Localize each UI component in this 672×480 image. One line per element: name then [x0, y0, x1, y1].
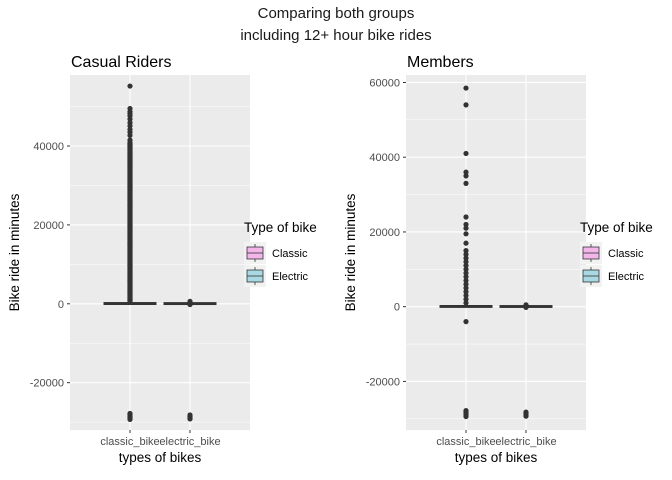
panel-members: -20000 0 20000 40000 60000 classic_bike electr…	[343, 54, 653, 465]
legend-title: Type of bike	[244, 220, 317, 235]
box-outlier-point	[463, 240, 469, 246]
x-tick-label: classic_bike	[100, 436, 159, 448]
box-outlier-point	[463, 319, 469, 325]
plot-panel	[406, 75, 586, 430]
y-axis-label: Bike ride in minutes	[343, 193, 358, 311]
legend: Type of bike Classic Electric	[580, 220, 653, 287]
box-outlier-point	[523, 304, 529, 311]
box-outlier-point	[187, 301, 193, 308]
y-tick-label: -20000	[366, 376, 400, 388]
y-axis-label: Bike ride in minutes	[7, 193, 22, 311]
box-outlier-point	[463, 285, 469, 291]
box-outlier-point	[463, 214, 469, 220]
box-outlier-point	[463, 281, 469, 287]
box-outlier-point	[187, 416, 193, 422]
box-outlier-point	[463, 296, 469, 302]
y-tick-label: 40000	[33, 141, 64, 153]
y-tick-label: 0	[394, 302, 400, 314]
legend-label: Electric	[608, 271, 645, 283]
legend: Type of bike Classic Electric	[244, 220, 317, 287]
box-outlier-point	[523, 413, 529, 419]
box-outlier-point	[463, 85, 469, 91]
panel-casual-riders: -20000 0 20000 40000 classic_bike electric_bi…	[7, 54, 317, 465]
y-tick-label: 20000	[33, 220, 64, 232]
y-tick-label: 40000	[369, 152, 400, 164]
box-outlier-point	[463, 274, 469, 280]
box-outlier-point	[463, 169, 469, 175]
legend-title: Type of bike	[580, 220, 653, 235]
box-classic_bike	[439, 85, 493, 420]
box-classic_bike	[103, 83, 157, 422]
box-outlier-point	[463, 231, 469, 237]
box-electric_bike	[163, 298, 217, 422]
box-outlier-point	[463, 150, 469, 157]
legend-key-electric: Electric	[244, 265, 309, 287]
plot-panel	[70, 75, 250, 430]
box-outlier-point	[463, 289, 469, 295]
box-outlier-point	[463, 270, 469, 276]
x-axis-label: types of bikes	[455, 450, 538, 465]
x-tick-label: electric_bike	[159, 436, 220, 448]
panel-title: Casual Riders	[71, 54, 171, 71]
x-axis-label: types of bikes	[119, 450, 202, 465]
box-outlier-point	[127, 416, 133, 422]
box-outlier-point	[463, 255, 469, 261]
box-outlier-point	[463, 221, 469, 228]
panel-title: Members	[407, 54, 474, 71]
box-electric_bike	[499, 302, 553, 419]
box-outlier-point	[463, 251, 469, 257]
legend-key-classic: Classic	[580, 242, 644, 264]
chart-suptitle-line2: including 12+ hour bike rides	[240, 27, 432, 44]
box-outlier-point	[463, 262, 469, 269]
legend-label: Classic	[272, 248, 308, 260]
box-outlier-point	[127, 83, 133, 89]
legend-key-classic: Classic	[244, 242, 308, 264]
legend-label: Electric	[272, 271, 309, 283]
box-outlier-point	[463, 102, 469, 108]
chart-suptitle-line1: Comparing both groups	[257, 5, 415, 22]
box-outlier-point	[463, 266, 469, 272]
box-outlier-stack	[127, 140, 133, 304]
box-outlier-point	[127, 132, 133, 138]
box-outlier-point	[463, 292, 469, 299]
box-outlier-point	[463, 300, 469, 306]
y-tick-label: -20000	[30, 378, 64, 390]
y-tick-label: 20000	[369, 227, 400, 239]
box-outlier-point	[463, 413, 469, 420]
legend-key-electric: Electric	[580, 265, 645, 287]
legend-label: Classic	[608, 248, 644, 260]
box-outlier-point	[463, 225, 469, 231]
y-tick-label: 0	[58, 299, 64, 311]
box-outlier-point	[463, 248, 469, 254]
y-tick-label: 60000	[369, 77, 400, 89]
box-outlier-point	[463, 259, 469, 265]
x-tick-label: electric_bike	[495, 436, 556, 448]
box-outlier-point	[463, 173, 469, 179]
x-tick-label: classic_bike	[436, 436, 495, 448]
box-outlier-point	[463, 180, 469, 186]
box-outlier-point	[463, 277, 469, 284]
